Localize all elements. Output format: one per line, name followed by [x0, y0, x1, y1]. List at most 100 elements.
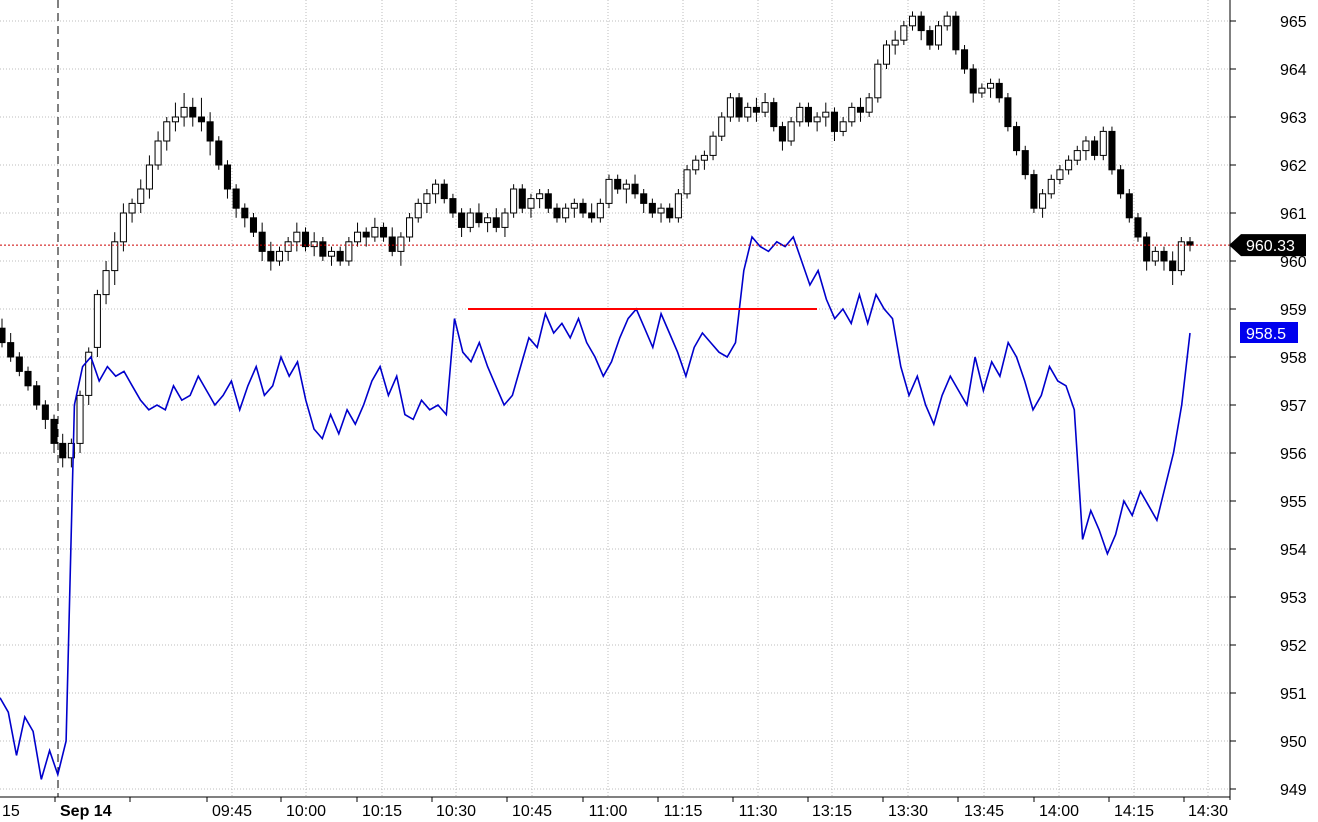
candle-body	[1013, 126, 1021, 152]
candle-body	[111, 241, 119, 272]
last-price-label: 960.33	[1246, 238, 1295, 255]
candle-body	[917, 15, 925, 32]
candle-body	[423, 193, 431, 204]
candle-body	[995, 82, 1003, 99]
candle-body	[284, 241, 292, 252]
candle-body	[744, 106, 752, 118]
candle-body	[752, 106, 760, 113]
candle-body	[700, 154, 708, 161]
candle-body	[1039, 193, 1047, 209]
candle-body	[406, 217, 414, 238]
candle-body	[397, 236, 405, 252]
candle-body	[579, 202, 587, 214]
candle-body	[657, 207, 665, 214]
candle-body	[102, 270, 110, 296]
candle-body	[353, 231, 362, 243]
candle-body	[562, 207, 570, 219]
candle-body	[718, 116, 726, 137]
candle-body	[232, 188, 240, 209]
candle-body	[466, 212, 474, 228]
candle-body	[952, 15, 960, 51]
x-tick-label: 13:30	[888, 803, 928, 820]
candle-body	[197, 116, 205, 123]
candle-body	[1047, 178, 1055, 195]
candle-body	[1177, 241, 1185, 272]
candle-body	[813, 116, 821, 123]
y-tick-label: 963	[1280, 110, 1307, 127]
y-tick-label: 959	[1280, 302, 1307, 319]
overlay	[0, 244, 1230, 310]
candle-body	[388, 236, 396, 252]
x-tick-label: 10:30	[436, 803, 476, 820]
y-tick-label: 956	[1280, 446, 1307, 463]
candle-body	[518, 188, 526, 209]
candle-body	[1186, 241, 1194, 246]
candle-body	[908, 15, 917, 27]
y-tick-label: 952	[1280, 638, 1307, 655]
candle-body	[1091, 140, 1099, 156]
candle-body	[93, 294, 101, 348]
candle-body	[544, 193, 552, 209]
candle-body	[839, 121, 847, 132]
x-tick-label: 10:15	[362, 803, 402, 820]
y-tick-label: 962	[1280, 158, 1307, 175]
y-tick-label: 954	[1280, 542, 1307, 559]
candle-body	[258, 231, 266, 252]
candle-body	[726, 97, 734, 118]
candle-body	[848, 106, 856, 123]
candle-body	[631, 183, 639, 195]
candle-body	[961, 49, 969, 70]
candle-body	[648, 202, 656, 214]
candle-body	[76, 394, 84, 444]
x-tick-label: 09:45	[212, 803, 252, 820]
x-tick-label: 10:00	[286, 803, 326, 820]
line-series	[0, 235, 1191, 780]
x-tick-label: 11:30	[739, 803, 778, 820]
candle-body	[830, 111, 839, 132]
candle-body	[223, 164, 231, 190]
candle-body	[1073, 150, 1081, 161]
candle-body	[1065, 159, 1073, 171]
y-tick-label: 960	[1280, 254, 1307, 271]
candle-body	[882, 44, 891, 65]
candle-body	[692, 159, 700, 171]
candle-body	[934, 25, 943, 46]
candle-body	[1056, 169, 1064, 180]
candle-body	[301, 231, 310, 248]
axes	[0, 0, 1231, 800]
x-tick-label: 15	[2, 803, 20, 820]
candle-body	[900, 25, 908, 41]
candle-body	[778, 126, 786, 142]
line-value-label: 958.5	[1246, 326, 1286, 343]
x-tick-label: 11:15	[664, 803, 703, 820]
candle-body	[1021, 150, 1029, 176]
candle-body	[362, 231, 370, 238]
candle-body	[50, 418, 58, 444]
candle-body	[119, 212, 127, 243]
price-tags: 960.33 958.5	[1229, 234, 1306, 343]
candle-body	[891, 39, 899, 46]
y-tick-label: 951	[1280, 686, 1307, 703]
candle-body	[1125, 193, 1133, 219]
candle-body	[327, 250, 336, 257]
y-tick-label: 953	[1280, 590, 1307, 607]
candle-body	[189, 106, 197, 118]
candle-body	[484, 217, 492, 224]
candle-body	[570, 202, 578, 209]
candle-body	[605, 178, 613, 204]
candle-body	[458, 212, 466, 228]
candle-body	[371, 226, 379, 238]
x-tick-label: 13:15	[812, 803, 852, 820]
candle-body	[440, 183, 448, 200]
candle-body	[1143, 236, 1151, 262]
candle-body	[345, 241, 353, 262]
candle-body	[15, 356, 23, 372]
candle-body	[249, 217, 258, 233]
candle-body	[709, 135, 717, 156]
y-tick-label: 961	[1280, 206, 1307, 223]
x-axis-ticks: 15 09:45 10:00 10:15 10:30 10:45 11:00 11:15 11:…	[2, 797, 1228, 820]
x-tick-label: 11:00	[589, 803, 628, 820]
candle-body	[336, 250, 344, 262]
candle-body	[1169, 260, 1177, 272]
